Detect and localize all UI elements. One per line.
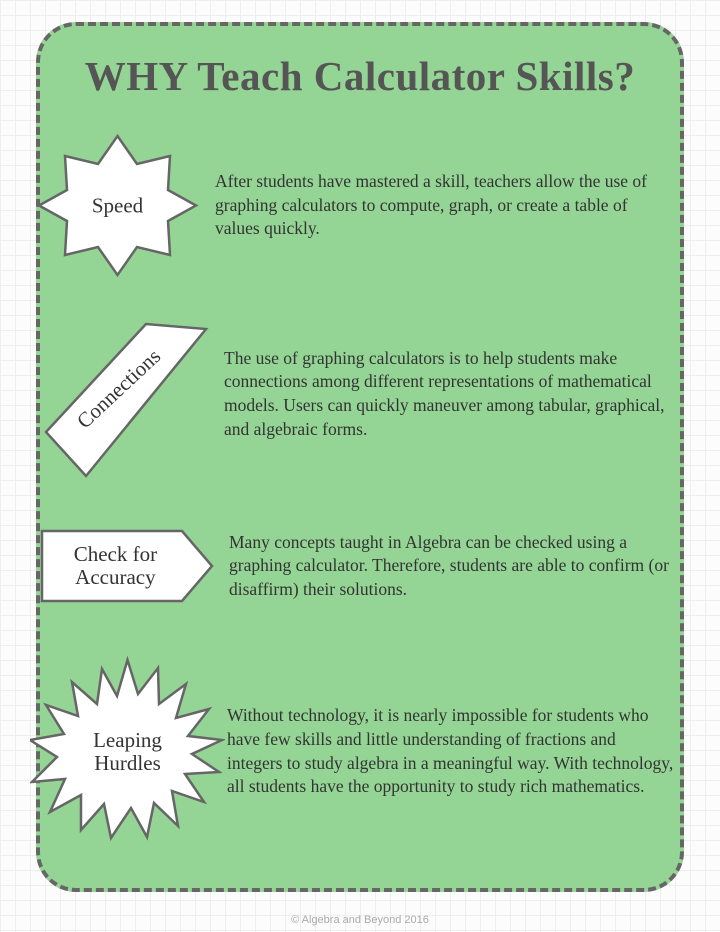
section-speed: Speed After students have mastered a ski…: [30, 128, 680, 283]
trapezoid-shape: Connections: [28, 304, 218, 484]
section-accuracy: Check for Accuracy Many concepts taught …: [34, 506, 689, 626]
starburst-shape: Leaping Hurdles: [30, 654, 225, 849]
section-label: Check for Accuracy: [45, 543, 185, 589]
section-label: Speed: [92, 194, 143, 217]
section-hurdles: Leaping Hurdles Without technology, it i…: [30, 654, 690, 849]
infographic-card: WHY Teach Calculator Skills? Speed After…: [36, 22, 684, 892]
section-desc: After students have mastered a skill, te…: [215, 170, 675, 241]
section-desc: Many concepts taught in Algebra can be c…: [229, 531, 677, 602]
section-connections: Connections The use of graphing calculat…: [28, 304, 688, 484]
page-title: WHY Teach Calculator Skills?: [40, 52, 680, 100]
section-desc: Without technology, it is nearly impossi…: [227, 704, 675, 799]
footer-credit: © Algebra and Beyond 2016: [0, 914, 720, 926]
arrow-shape: Check for Accuracy: [34, 506, 219, 626]
star-shape: Speed: [30, 128, 205, 283]
section-desc: The use of graphing calculators is to he…: [224, 347, 674, 442]
section-label: Leaping Hurdles: [68, 728, 188, 774]
